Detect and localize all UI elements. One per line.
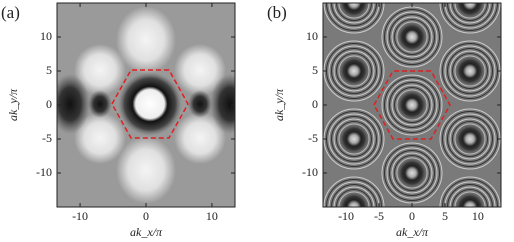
y-tick-label: -5 — [308, 131, 318, 145]
spot — [396, 157, 428, 189]
ring — [328, 3, 380, 29]
spot — [338, 55, 370, 87]
y-tick-label: 10 — [40, 29, 52, 43]
x-tick-label: 10 — [472, 209, 484, 223]
ring — [444, 181, 496, 207]
ring — [442, 179, 498, 207]
ring — [384, 9, 440, 65]
spot — [454, 123, 486, 155]
ring — [384, 77, 440, 133]
ring — [386, 147, 438, 199]
y-tick-label: 5 — [312, 63, 318, 77]
ring — [328, 113, 380, 165]
ring — [386, 11, 438, 63]
x-tick-label: 10 — [206, 209, 218, 223]
ring — [391, 16, 433, 58]
y-tick-label: 5 — [46, 63, 52, 77]
ring — [391, 84, 433, 126]
ring — [447, 184, 493, 207]
density-plot-a — [57, 3, 235, 207]
x-tick-label: 0 — [143, 209, 149, 223]
ring — [389, 14, 435, 60]
x-axis-title: ak_x/π — [396, 225, 429, 239]
x-tick-label: 0 — [409, 209, 415, 223]
x-tick-label: -5 — [374, 209, 384, 223]
brillouin-zone — [373, 70, 451, 140]
ring — [452, 53, 488, 89]
y-tick-label: -10 — [302, 165, 318, 179]
ring — [439, 3, 501, 34]
ring — [326, 3, 382, 31]
ring — [394, 155, 430, 191]
ring — [381, 74, 443, 136]
ring — [328, 45, 380, 97]
y-tick-label: -5 — [42, 131, 52, 145]
ring — [384, 145, 440, 201]
y-tick-label: 0 — [46, 97, 52, 111]
ring — [447, 116, 493, 162]
ring — [336, 3, 372, 21]
ring — [447, 3, 493, 26]
ring — [331, 3, 377, 26]
ring — [331, 184, 377, 207]
ring — [331, 116, 377, 162]
ring — [389, 150, 435, 196]
ring — [328, 181, 380, 207]
ring — [394, 87, 430, 123]
ring — [336, 121, 372, 157]
ring — [442, 3, 498, 31]
ring — [444, 3, 496, 29]
ring — [336, 189, 372, 207]
y-tick-label: 0 — [312, 97, 318, 111]
ring — [333, 186, 375, 207]
spot — [396, 21, 428, 53]
y-axis-title: ak_y/π — [272, 88, 286, 121]
ring — [439, 176, 501, 207]
x-axis-title: ak_x/π — [130, 225, 163, 239]
ring — [386, 79, 438, 131]
panel-label: (b) — [267, 3, 287, 22]
ring — [323, 3, 385, 34]
ring — [333, 50, 375, 92]
x-tick-label: 5 — [442, 209, 448, 223]
y-tick-label: -10 — [36, 165, 52, 179]
ring — [449, 3, 491, 24]
ring — [449, 50, 491, 92]
spot — [454, 55, 486, 87]
ring — [449, 118, 491, 160]
ring — [444, 113, 496, 165]
ring — [452, 189, 488, 207]
ring — [333, 3, 375, 24]
spot — [338, 123, 370, 155]
y-tick-label: 10 — [306, 29, 318, 43]
ring — [333, 118, 375, 160]
ring — [323, 176, 385, 207]
ring — [394, 19, 430, 55]
ring — [447, 48, 493, 94]
ring — [326, 179, 382, 207]
spot — [396, 89, 428, 121]
x-tick-label: -10 — [72, 209, 88, 223]
x-tick-label: -10 — [338, 209, 354, 223]
ring — [452, 121, 488, 157]
density-plot-b — [323, 3, 501, 207]
ring — [449, 186, 491, 207]
panel-label: (a) — [1, 3, 20, 22]
ring — [444, 45, 496, 97]
y-axis-title: ak_y/π — [6, 88, 20, 121]
ring — [391, 152, 433, 194]
ring — [331, 48, 377, 94]
ring — [389, 82, 435, 128]
ring — [336, 53, 372, 89]
ring — [452, 3, 488, 21]
